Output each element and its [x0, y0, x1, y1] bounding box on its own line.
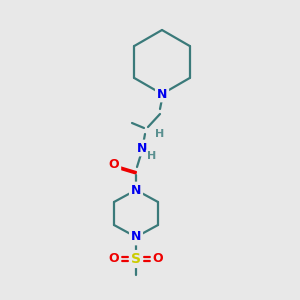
Text: N: N: [137, 142, 147, 154]
Text: O: O: [109, 253, 119, 266]
Text: H: H: [155, 129, 165, 139]
Text: N: N: [131, 184, 141, 196]
Text: O: O: [153, 253, 163, 266]
Text: O: O: [109, 158, 119, 172]
Text: H: H: [147, 151, 157, 161]
Text: S: S: [131, 252, 141, 266]
Text: N: N: [131, 230, 141, 244]
Text: N: N: [157, 88, 167, 100]
